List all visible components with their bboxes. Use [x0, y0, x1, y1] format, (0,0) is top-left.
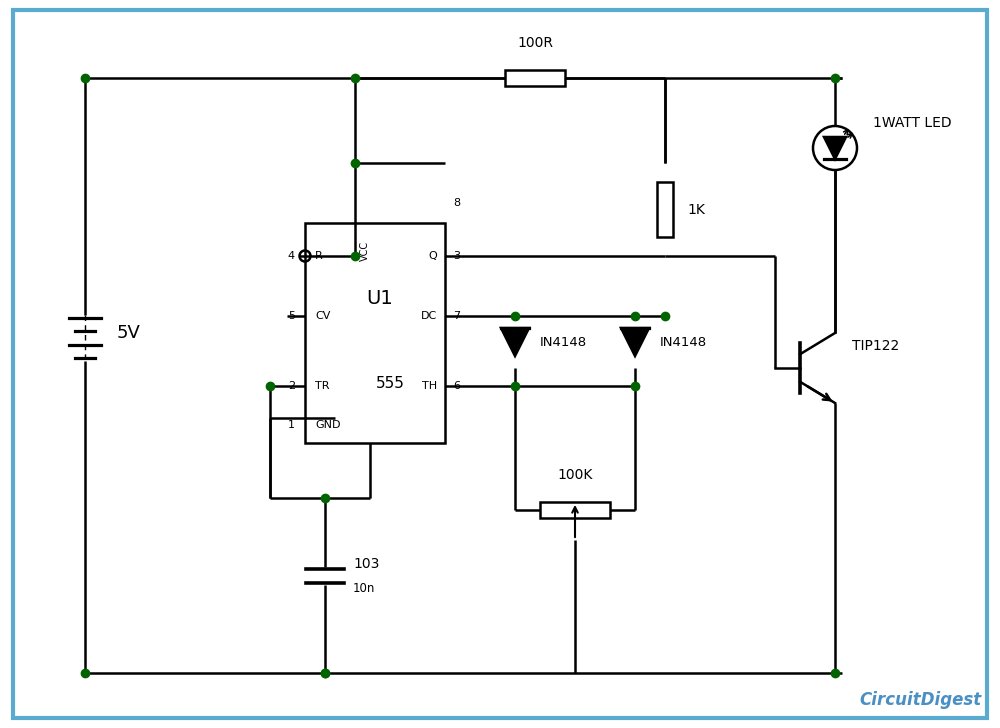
Polygon shape: [824, 137, 846, 159]
Text: 5: 5: [288, 311, 295, 321]
Text: TH: TH: [422, 381, 437, 391]
Text: 3: 3: [453, 251, 460, 261]
Bar: [657, 182, 673, 237]
Text: 6: 6: [453, 381, 460, 391]
Text: 7: 7: [453, 311, 460, 321]
Text: 1: 1: [288, 420, 295, 430]
Text: 100K: 100K: [557, 468, 593, 482]
Text: VCC: VCC: [360, 241, 370, 261]
Text: 8: 8: [453, 198, 460, 208]
Text: 1WATT LED: 1WATT LED: [873, 116, 952, 130]
Text: TR: TR: [315, 381, 330, 391]
FancyBboxPatch shape: [13, 10, 987, 718]
Bar: [305, 223, 445, 443]
Text: 555: 555: [376, 376, 404, 390]
Text: 100R: 100R: [517, 36, 553, 50]
Text: GND: GND: [315, 420, 340, 430]
Text: DC: DC: [421, 311, 437, 321]
Polygon shape: [621, 328, 649, 356]
Text: 1K: 1K: [687, 202, 705, 216]
Text: R: R: [315, 251, 323, 261]
Text: 5V: 5V: [117, 324, 141, 342]
Text: TIP122: TIP122: [852, 339, 899, 353]
Text: CircuitDigest: CircuitDigest: [860, 691, 982, 709]
Bar: [505, 70, 565, 86]
Text: 2: 2: [288, 381, 295, 391]
Text: 10n: 10n: [353, 582, 375, 595]
Text: CV: CV: [315, 311, 330, 321]
Bar: [540, 502, 610, 518]
Text: 103: 103: [353, 557, 379, 571]
Polygon shape: [501, 328, 529, 356]
Text: U1: U1: [367, 288, 393, 307]
Text: IN4148: IN4148: [540, 336, 587, 349]
Text: 4: 4: [288, 251, 295, 261]
Text: Q: Q: [428, 251, 437, 261]
Text: IN4148: IN4148: [660, 336, 707, 349]
